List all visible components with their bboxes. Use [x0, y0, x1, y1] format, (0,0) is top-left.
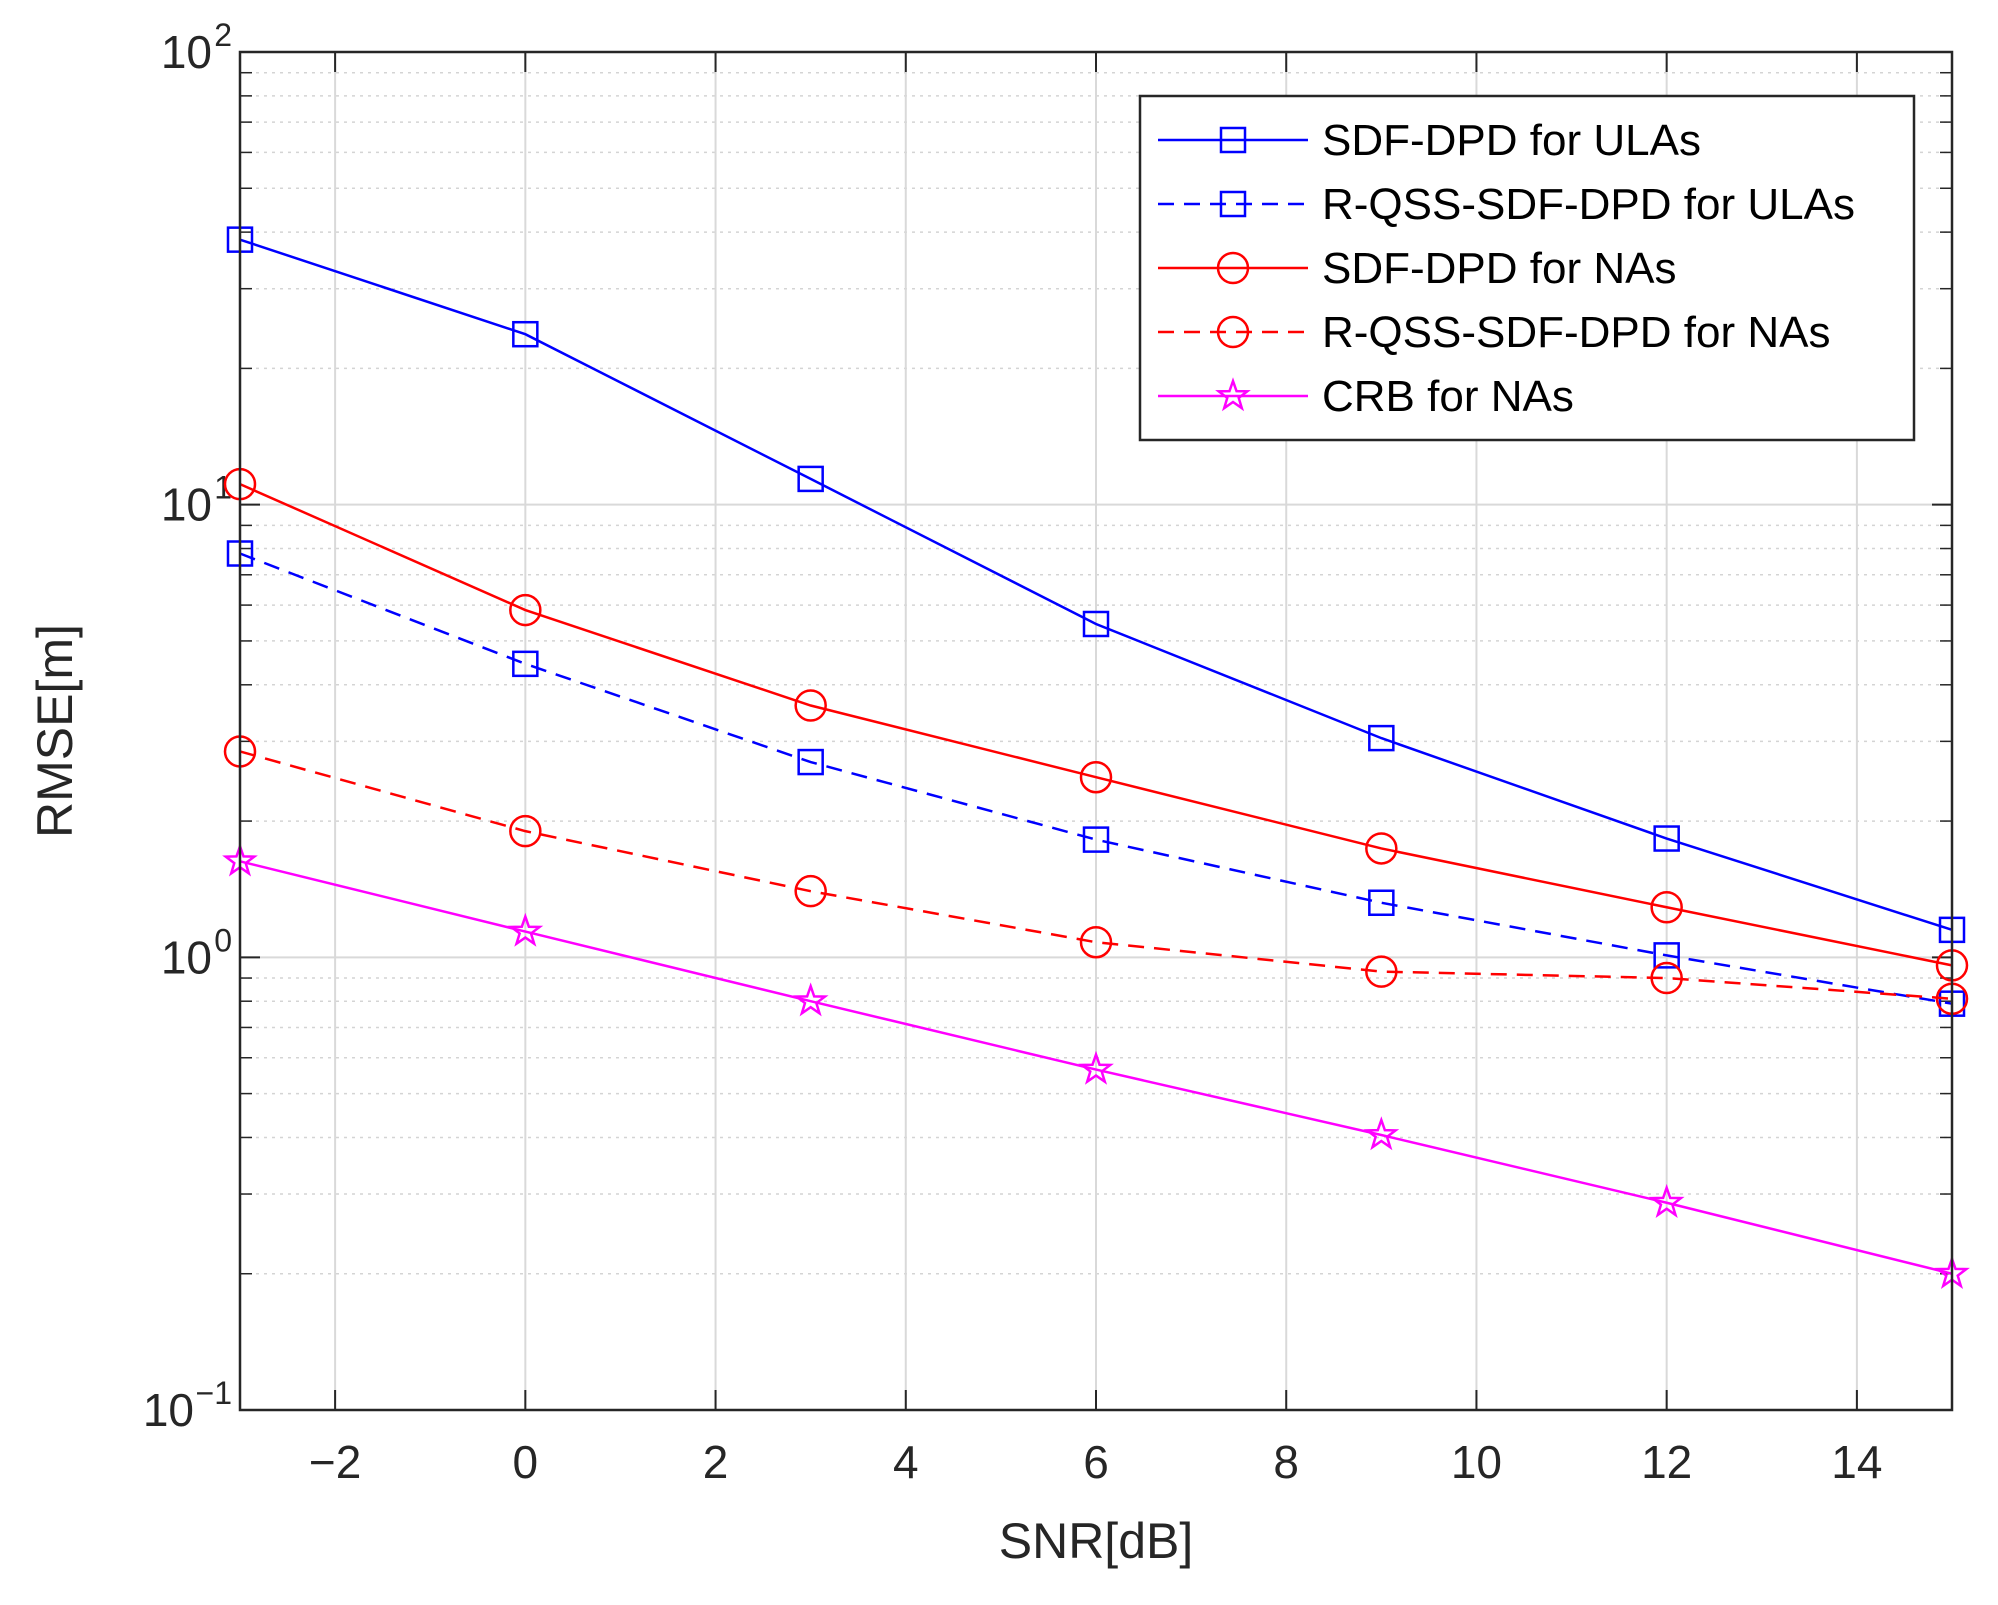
- data-point-series-3: [1079, 760, 1113, 794]
- y-tick-label: 101: [161, 470, 232, 531]
- data-point-series-1: [512, 320, 539, 348]
- y-axis-label: RMSE[m]: [27, 624, 83, 838]
- legend-label-5: CRB for NAs: [1322, 372, 1574, 421]
- series-line-3: [239, 483, 1953, 967]
- x-tick-label: 10: [1451, 1436, 1502, 1488]
- x-axis-label: SNR[dB]: [999, 1513, 1194, 1569]
- data-point-series-3: [509, 593, 542, 627]
- series-line-4: [239, 750, 1953, 1001]
- legend: SDF-DPD for ULAs R-QSS-SDF-DPD for ULAs SD…: [1138, 94, 1916, 442]
- data-point-series-2: [1653, 942, 1680, 969]
- data-point-series-3: [1650, 891, 1683, 924]
- legend-label-1: SDF-DPD for ULAs: [1322, 116, 1701, 165]
- data-point-series-3: [1365, 832, 1398, 865]
- series-line-5: [239, 860, 1953, 1275]
- x-tick-label: 0: [513, 1436, 539, 1488]
- data-point-series-4: [1365, 955, 1398, 988]
- data-point-series-5: [507, 912, 544, 947]
- data-point-series-1: [1368, 724, 1395, 752]
- series-line-1: [239, 238, 1953, 932]
- data-point-series-2: [797, 748, 824, 776]
- data-point-series-4: [794, 874, 827, 908]
- data-point-series-3: [794, 689, 827, 722]
- data-point-series-2: [512, 650, 539, 678]
- x-tick-label: 2: [703, 1436, 729, 1488]
- legend-label-4: R-QSS-SDF-DPD for NAs: [1322, 308, 1830, 357]
- plot-area: 10−1 100 101 102 −2 0 2 4 6 8 10 12 14: [143, 17, 1970, 1488]
- data-point-series-1: [1653, 825, 1680, 852]
- data-point-series-1: [797, 465, 824, 493]
- legend-label-2: R-QSS-SDF-DPD for ULAs: [1322, 180, 1855, 229]
- legend-swatch-marker-3: [1216, 251, 1250, 285]
- x-tick-label: 12: [1641, 1436, 1692, 1488]
- legend-swatch-marker-1: [1219, 126, 1247, 154]
- legend-swatch-marker-4: [1216, 315, 1250, 349]
- data-point-series-5: [1363, 1116, 1400, 1151]
- x-tick-label: 6: [1083, 1436, 1109, 1488]
- y-tick-label: 10−1: [143, 1375, 232, 1436]
- x-tick-label: 8: [1273, 1436, 1299, 1488]
- data-point-series-1: [1082, 610, 1110, 638]
- data-point-series-5: [1078, 1050, 1114, 1085]
- y-tick-label: 102: [161, 17, 232, 78]
- y-tick-label: 100: [161, 922, 232, 983]
- data-point-series-4: [1650, 961, 1683, 995]
- legend-label-3: SDF-DPD for NAs: [1322, 244, 1676, 293]
- data-point-series-4: [509, 814, 542, 848]
- series-line-2: [239, 552, 1953, 1005]
- data-point-series-4: [1079, 925, 1113, 959]
- x-tick-label: 4: [893, 1436, 919, 1488]
- axes-box: [238, 50, 1954, 1412]
- data-point-series-5: [1648, 1183, 1685, 1218]
- legend-swatch-marker-2: [1219, 190, 1247, 218]
- data-point-series-2: [1368, 889, 1395, 917]
- legend-swatch-marker-5: [1215, 377, 1251, 412]
- x-tick-label: −2: [309, 1436, 361, 1488]
- x-tick-label: 14: [1831, 1436, 1882, 1488]
- data-point-series-5: [792, 982, 829, 1017]
- data-point-series-2: [1082, 826, 1110, 853]
